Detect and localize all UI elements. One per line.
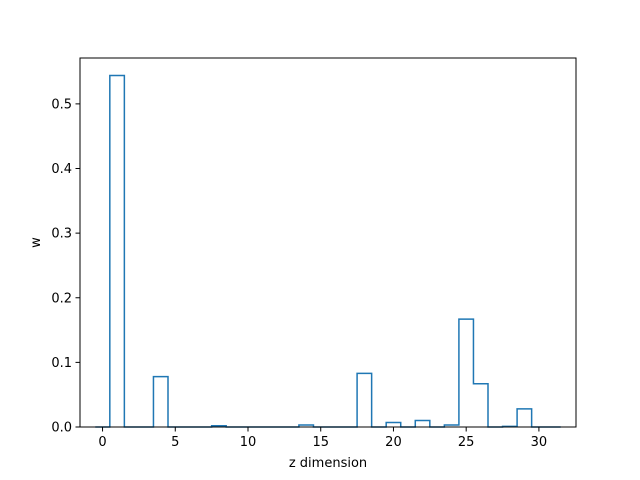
x-tick-label-15: 15 xyxy=(312,435,329,450)
histogram-outline xyxy=(95,74,561,428)
y-tick-label-1: 0.1 xyxy=(51,356,72,371)
histogram-bin-20 xyxy=(386,422,401,427)
histogram-bin-25 xyxy=(459,319,474,427)
x-tick-label-25: 25 xyxy=(458,435,475,450)
x-tick-label-5: 5 xyxy=(171,435,179,450)
axis-ticks: 0 5 10 15 20 25 30 0.0 0.1 0.2 0.3 0.4 0.5 xyxy=(51,97,547,450)
histogram-bin-4 xyxy=(153,377,168,427)
y-tick-label-0: 0.0 xyxy=(51,421,72,436)
y-tick-label-2: 0.2 xyxy=(51,291,72,306)
y-tick-label-3: 0.3 xyxy=(51,227,72,242)
histogram-bin-26 xyxy=(473,384,488,427)
x-tick-label-30: 30 xyxy=(531,435,548,450)
histogram-bin-1 xyxy=(110,75,125,427)
x-tick-label-20: 20 xyxy=(385,435,402,450)
y-tick-label-5: 0.5 xyxy=(51,97,72,112)
histogram-bin-22 xyxy=(415,421,430,427)
x-tick-label-10: 10 xyxy=(240,435,257,450)
histogram-bin-18 xyxy=(357,373,372,427)
plot-area xyxy=(95,74,561,428)
y-tick-label-4: 0.4 xyxy=(51,162,72,177)
axes-frame xyxy=(79,57,577,428)
histogram-bin-29 xyxy=(517,409,532,427)
x-axis-label: z dimension xyxy=(289,456,367,471)
y-axis-label: w xyxy=(29,237,44,248)
x-tick-label-0: 0 xyxy=(98,435,106,450)
